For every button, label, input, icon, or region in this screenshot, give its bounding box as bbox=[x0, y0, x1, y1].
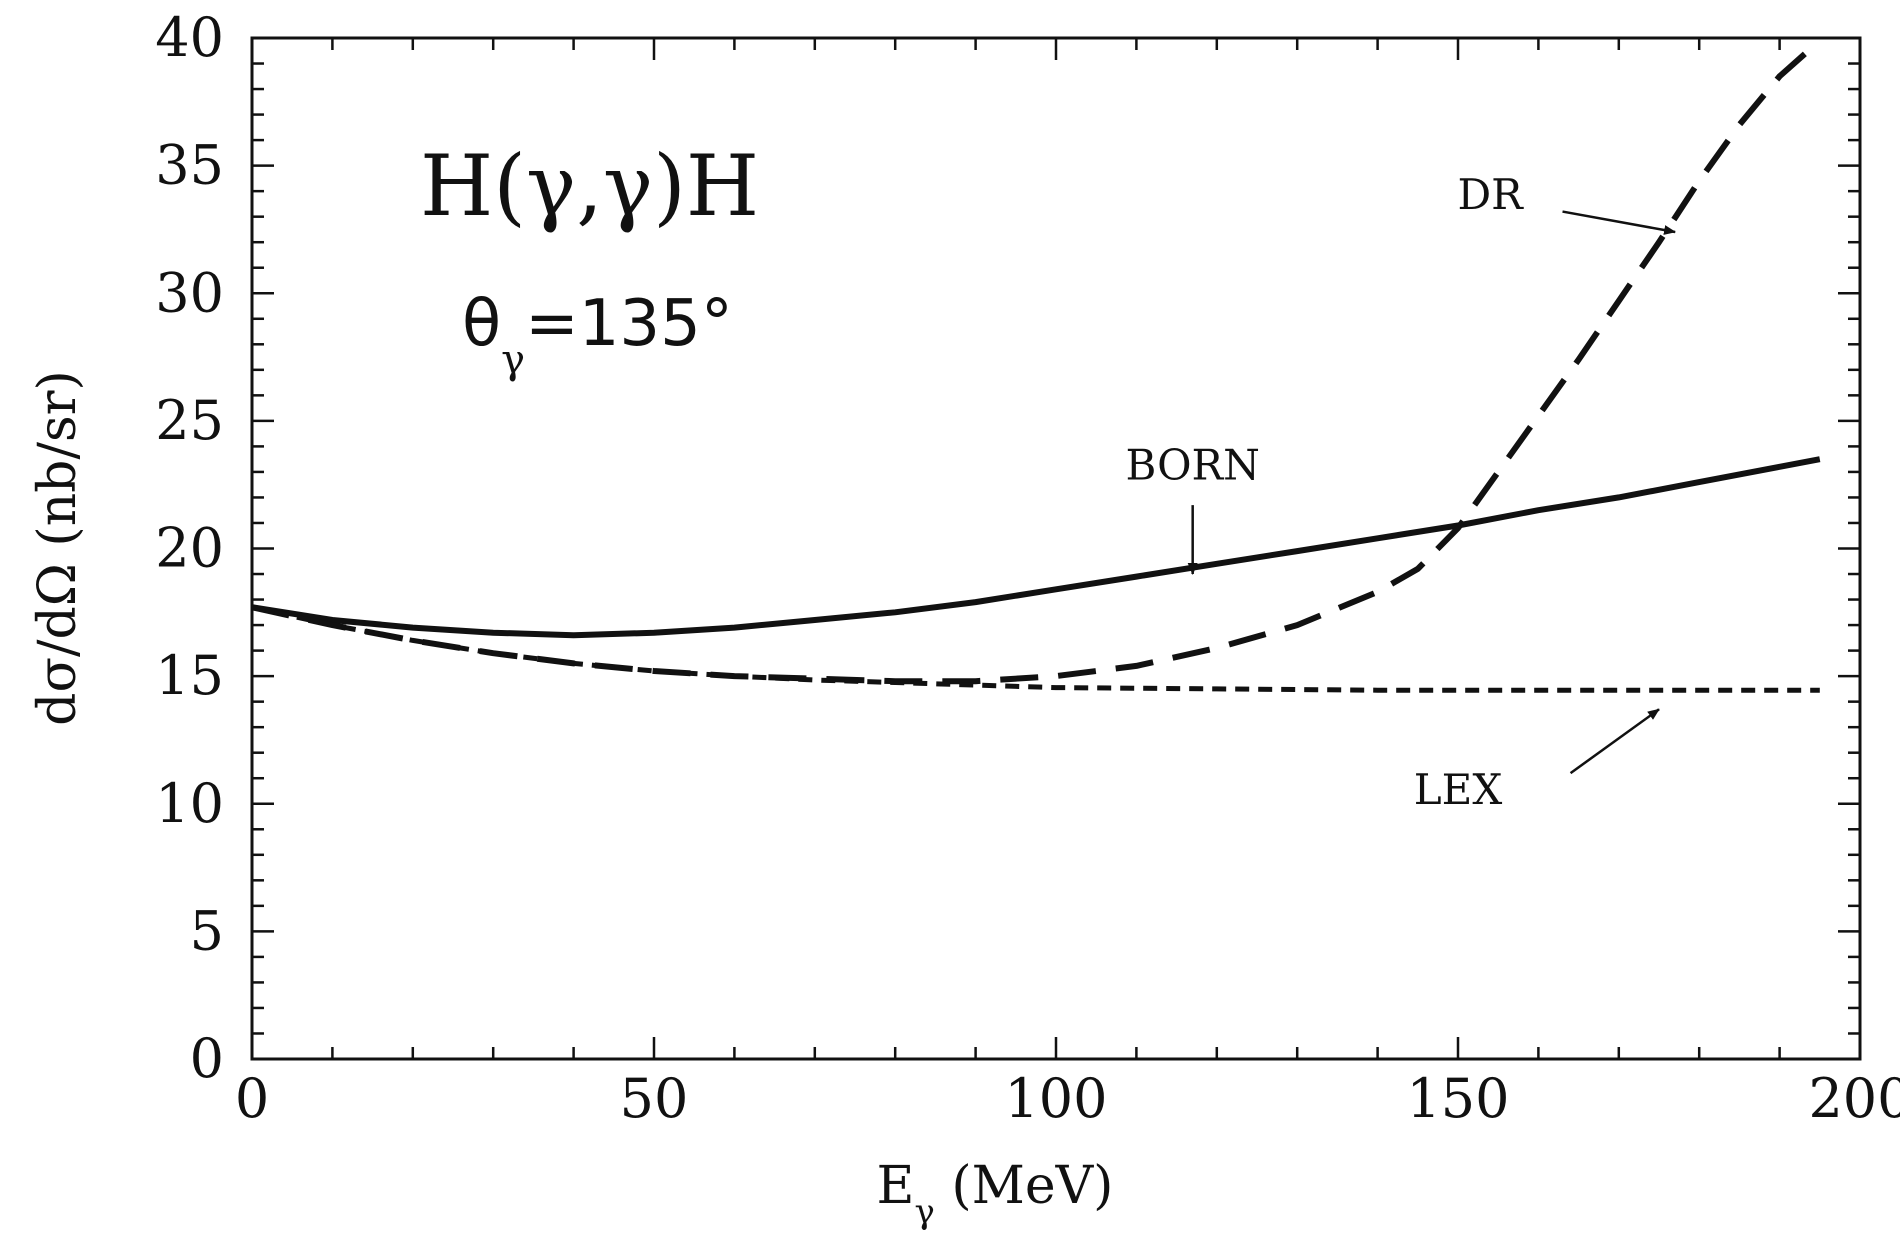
annotation-labels: BORN DR LEX bbox=[1125, 170, 1524, 814]
x-axis-title-subscript: γ bbox=[914, 1192, 934, 1232]
annotation-arrow-lex bbox=[1569, 708, 1660, 775]
x-axis-title-main: E bbox=[877, 1156, 915, 1216]
series-line-dr bbox=[251, 38, 1822, 685]
x-ticks bbox=[250, 38, 1862, 1059]
x-tick-labels: 0 50 100 150 200 bbox=[235, 1067, 1900, 1130]
annotation-label-lex: LEX bbox=[1414, 765, 1503, 814]
subtitle-value: =135° bbox=[525, 287, 733, 361]
x-tick-label: 0 bbox=[235, 1067, 269, 1130]
series-line-lex bbox=[251, 604, 1820, 693]
y-tick-labels: 0 5 10 15 20 25 30 35 40 bbox=[155, 6, 224, 1090]
x-axis-title: Eγ (MeV) bbox=[877, 1156, 1114, 1232]
chart-subtitle: θγ=135° bbox=[462, 287, 733, 383]
annotation-arrows bbox=[1187, 210, 1677, 775]
y-tick-label: 10 bbox=[155, 772, 224, 835]
y-tick-label: 25 bbox=[155, 389, 224, 452]
y-tick-label: 40 bbox=[155, 6, 224, 69]
annotation-label-dr: DR bbox=[1458, 170, 1525, 219]
annotation-label-born: BORN bbox=[1125, 441, 1259, 490]
y-ticks bbox=[252, 36, 1860, 1061]
subtitle-symbol: θ bbox=[462, 287, 501, 361]
chart-title: H(γ,γ)H bbox=[420, 137, 759, 235]
series-line-born bbox=[251, 456, 1821, 639]
y-tick-label: 35 bbox=[155, 134, 224, 197]
x-tick-label: 150 bbox=[1406, 1067, 1509, 1130]
y-tick-label: 0 bbox=[190, 1027, 224, 1090]
y-tick-label: 30 bbox=[155, 261, 224, 324]
x-tick-label: 50 bbox=[620, 1067, 689, 1130]
y-tick-label: 5 bbox=[190, 899, 224, 962]
y-axis-title: dσ/dΩ (nb/sr) bbox=[28, 370, 88, 726]
series-lines bbox=[251, 38, 1822, 693]
y-tick-label: 20 bbox=[155, 517, 224, 580]
y-tick-label: 15 bbox=[155, 644, 224, 707]
x-tick-label: 200 bbox=[1808, 1067, 1900, 1130]
x-tick-label: 100 bbox=[1004, 1067, 1107, 1130]
annotation-arrow-dr bbox=[1562, 210, 1677, 235]
x-axis-title-unit: (MeV) bbox=[935, 1156, 1114, 1216]
subtitle-subscript: γ bbox=[501, 337, 525, 383]
